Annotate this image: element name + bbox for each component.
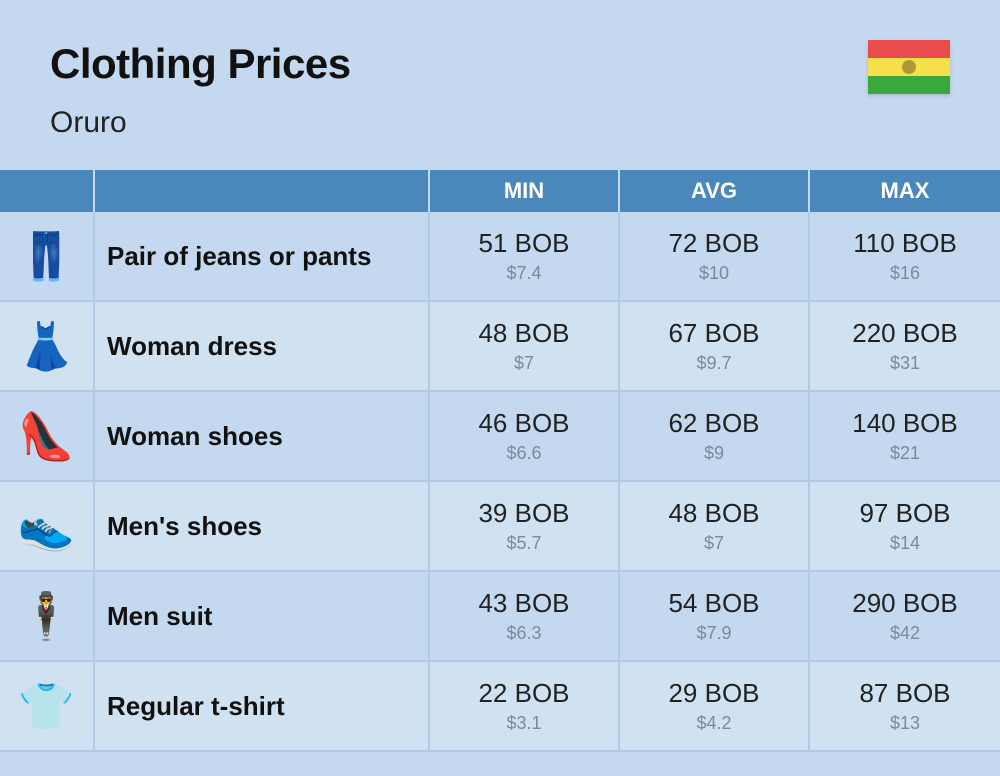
price-primary: 110 BOB [853,228,957,259]
item-label: Woman shoes [95,392,430,480]
price-secondary: $4.2 [696,713,731,734]
col-header-avg: AVG [620,170,810,212]
flag-stripe-bot [868,76,950,94]
item-label: Men suit [95,572,430,660]
price-secondary: $7.4 [506,263,541,284]
price-secondary: $16 [890,263,920,284]
price-avg: 72 BOB $10 [620,212,810,300]
title-block: Clothing Prices Oruro [50,40,351,140]
price-secondary: $13 [890,713,920,734]
col-header-icon [0,170,95,212]
price-max: 87 BOB $13 [810,662,1000,750]
price-primary: 22 BOB [478,678,569,709]
price-secondary: $9.7 [696,353,731,374]
table-row: 🕴️Men suit 43 BOB $6.3 54 BOB $7.9 290 BOB $42 [0,572,1000,662]
price-secondary: $7 [704,533,724,554]
price-primary: 87 BOB [859,678,950,709]
item-icon: 👕 [0,662,95,750]
item-label: Men's shoes [95,482,430,570]
price-primary: 67 BOB [668,318,759,349]
price-secondary: $10 [699,263,729,284]
table-row: 👟Men's shoes 39 BOB $5.7 48 BOB $7 97 BOB $14 [0,482,1000,572]
price-avg: 54 BOB $7.9 [620,572,810,660]
price-max: 97 BOB $14 [810,482,1000,570]
price-primary: 220 BOB [852,318,958,349]
price-secondary: $6.6 [506,443,541,464]
price-primary: 39 BOB [478,498,569,529]
price-secondary: $14 [890,533,920,554]
price-max: 110 BOB $16 [810,212,1000,300]
price-primary: 48 BOB [478,318,569,349]
price-avg: 62 BOB $9 [620,392,810,480]
price-secondary: $42 [890,623,920,644]
price-primary: 290 BOB [852,588,958,619]
price-primary: 51 BOB [478,228,569,259]
table-row: 👠Woman shoes 46 BOB $6.6 62 BOB $9 140 BOB $21 [0,392,1000,482]
item-label: Regular t-shirt [95,662,430,750]
price-secondary: $6.3 [506,623,541,644]
price-primary: 54 BOB [668,588,759,619]
price-min: 43 BOB $6.3 [430,572,620,660]
col-header-label [95,170,430,212]
price-table: MIN AVG MAX 👖Pair of jeans or pants51 BO… [0,170,1000,752]
price-min: 22 BOB $3.1 [430,662,620,750]
price-primary: 72 BOB [668,228,759,259]
price-secondary: $7 [514,353,534,374]
price-secondary: $21 [890,443,920,464]
price-secondary: $5.7 [506,533,541,554]
price-secondary: $3.1 [506,713,541,734]
price-min: 39 BOB $5.7 [430,482,620,570]
price-avg: 67 BOB $9.7 [620,302,810,390]
col-header-max: MAX [810,170,1000,212]
item-label: Pair of jeans or pants [95,212,430,300]
flag-emblem [902,60,916,74]
price-secondary: $9 [704,443,724,464]
flag-stripe-top [868,40,950,58]
price-avg: 48 BOB $7 [620,482,810,570]
table-row: 👗Woman dress 48 BOB $7 67 BOB $9.7 220 BOB $31 [0,302,1000,392]
flag-icon [868,40,950,94]
price-primary: 140 BOB [852,408,958,439]
price-max: 140 BOB $21 [810,392,1000,480]
price-primary: 29 BOB [668,678,759,709]
price-primary: 46 BOB [478,408,569,439]
price-primary: 48 BOB [668,498,759,529]
price-primary: 62 BOB [668,408,759,439]
table-row: 👖Pair of jeans or pants 51 BOB $7.4 72 BOB $… [0,212,1000,302]
price-max: 290 BOB $42 [810,572,1000,660]
price-avg: 29 BOB $4.2 [620,662,810,750]
price-primary: 43 BOB [478,588,569,619]
table-body: 👖Pair of jeans or pants 51 BOB $7.4 72 BOB $… [0,212,1000,752]
price-max: 220 BOB $31 [810,302,1000,390]
item-icon: 👠 [0,392,95,480]
table-header: MIN AVG MAX [0,170,1000,212]
price-secondary: $31 [890,353,920,374]
table-row: 👕Regular t-shirt 22 BOB $3.1 29 BOB $4.2 87 B… [0,662,1000,752]
item-icon: 👟 [0,482,95,570]
price-secondary: $7.9 [696,623,731,644]
price-min: 48 BOB $7 [430,302,620,390]
price-primary: 97 BOB [859,498,950,529]
col-header-min: MIN [430,170,620,212]
item-icon: 👗 [0,302,95,390]
item-label: Woman dress [95,302,430,390]
item-icon: 👖 [0,212,95,300]
price-min: 46 BOB $6.6 [430,392,620,480]
page-title: Clothing Prices [50,40,351,88]
page-subtitle: Oruro [50,106,351,140]
price-min: 51 BOB $7.4 [430,212,620,300]
item-icon: 🕴️ [0,572,95,660]
page-header: Clothing Prices Oruro [0,0,1000,170]
